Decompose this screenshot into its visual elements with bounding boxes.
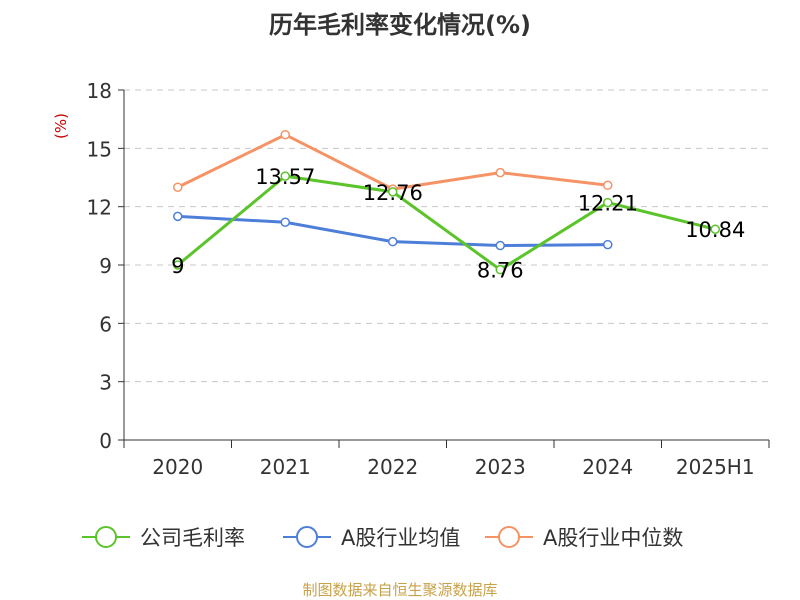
data-label: 12.76 <box>363 181 423 205</box>
chart-title: 历年毛利率变化情况(%) <box>269 11 531 39</box>
data-label: 10.84 <box>685 218 745 242</box>
series-lines <box>173 129 720 275</box>
y-tick-label: 3 <box>99 371 112 395</box>
data-point <box>388 187 398 197</box>
data-point <box>603 197 613 208</box>
legend-swatch-marker <box>296 526 318 548</box>
x-tick-label: 2020 <box>152 455 203 479</box>
data-label: 9 <box>171 254 184 278</box>
y-tick-label: 18 <box>87 79 112 103</box>
data-point <box>495 240 505 251</box>
y-tick-label: 6 <box>99 312 112 336</box>
x-tick-label: 2024 <box>582 455 633 479</box>
data-labels: 9 13.57 12.76 8.76 12.21 10.84 <box>171 165 745 283</box>
y-tick-label: 9 <box>99 254 112 278</box>
data-point <box>173 260 183 270</box>
data-point <box>173 182 183 192</box>
data-point <box>603 239 613 250</box>
x-tick-label: 2021 <box>260 455 311 479</box>
source-footer: 制图数据来自恒生聚源数据库 <box>302 581 497 599</box>
grid-lines <box>124 89 769 383</box>
series-line <box>176 174 716 272</box>
x-tick-label: 2022 <box>367 455 418 479</box>
data-label: 13.57 <box>255 165 315 189</box>
data-point <box>280 171 290 181</box>
data-point <box>603 180 613 191</box>
data-point <box>388 236 398 247</box>
legend-label: A股行业均值 <box>341 526 460 550</box>
y-tick-label: 12 <box>87 196 112 220</box>
x-tick-label: 2023 <box>475 455 526 479</box>
data-point <box>173 211 183 222</box>
data-label: 12.21 <box>578 192 638 216</box>
y-tick-label: 0 <box>99 429 112 453</box>
data-label: 8.76 <box>477 259 524 283</box>
legend-swatch-marker <box>95 526 117 548</box>
data-point <box>495 264 505 275</box>
data-point <box>710 224 720 234</box>
legend-label: A股行业中位数 <box>543 526 683 550</box>
legend-swatch-marker <box>498 526 520 548</box>
legend: 公司毛利率 A股行业均值 A股行业中位数 <box>82 526 683 550</box>
data-point <box>495 167 505 178</box>
y-tick-label: 15 <box>87 137 112 161</box>
data-point <box>280 217 290 227</box>
y-axis-unit-label: (%) <box>52 113 70 139</box>
axes: 0 3 6 9 12 15 18 2020 2021 2022 2023 2024 2025H1 <box>87 79 770 479</box>
data-point <box>280 129 290 140</box>
x-tick-label: 2025H1 <box>676 455 755 479</box>
legend-label: 公司毛利率 <box>140 526 245 550</box>
